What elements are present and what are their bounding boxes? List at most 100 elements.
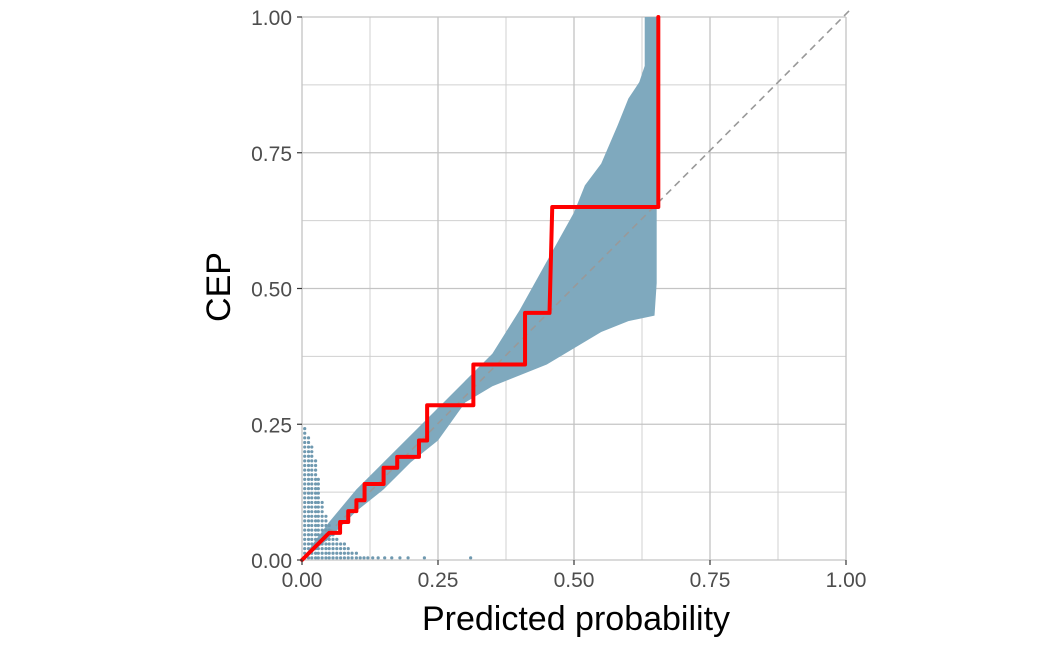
dot (306, 519, 311, 523)
dot (316, 533, 320, 537)
x-tick-label-0: 0.00 (282, 569, 323, 592)
dot-column-14 (354, 551, 358, 560)
band-layer (302, 17, 657, 560)
dot-column-2 (310, 445, 314, 560)
dot (339, 546, 343, 551)
dot-column-11 (342, 542, 347, 560)
dot (303, 454, 307, 458)
dot (320, 556, 324, 560)
dot (342, 551, 347, 555)
dot (306, 510, 311, 514)
dot (310, 500, 314, 505)
dot (306, 459, 311, 463)
dot (314, 482, 318, 486)
dot (316, 523, 320, 528)
dot (342, 546, 347, 551)
dot (306, 496, 311, 500)
dot (310, 496, 314, 500)
dot (310, 468, 314, 472)
dot (314, 477, 318, 481)
dot (314, 505, 318, 509)
dot (303, 486, 307, 491)
dot (310, 454, 314, 458)
dot (303, 482, 307, 486)
dot (327, 546, 331, 551)
dot (316, 556, 320, 560)
dot (320, 523, 324, 528)
dot (303, 440, 307, 445)
dot (303, 463, 307, 468)
dot (327, 537, 331, 541)
dot (346, 556, 350, 560)
dot (320, 510, 324, 514)
dot-column-21 (390, 556, 394, 560)
dot-column-16 (362, 556, 366, 560)
dot (303, 546, 307, 551)
dot (314, 551, 318, 555)
dot (314, 473, 318, 477)
dot (339, 551, 343, 555)
dot-column-9 (335, 537, 339, 560)
dot-column-23 (406, 556, 410, 560)
dot (342, 556, 347, 560)
dot (306, 463, 311, 468)
dot (331, 546, 335, 551)
dot (316, 486, 320, 491)
dot (339, 556, 343, 560)
dot (303, 431, 307, 435)
dot (303, 537, 307, 541)
dot (327, 551, 331, 555)
dot (376, 556, 380, 560)
dot (320, 533, 324, 537)
dot (316, 528, 320, 532)
y-axis-title: CEP (200, 252, 238, 322)
dot (303, 445, 307, 449)
dot (324, 514, 328, 518)
dot (331, 542, 335, 546)
ticks-layer: 0.00 0.25 0.50 0.75 1.00 0.00 0.25 0.50 0.75 1.00 (251, 7, 866, 592)
dot (310, 459, 314, 463)
dot (310, 482, 314, 486)
dot (316, 519, 320, 523)
dot (335, 551, 339, 555)
dot (331, 537, 335, 541)
dot (314, 491, 318, 495)
y-tick-label-4: 1.00 (251, 7, 292, 30)
dot (324, 551, 328, 555)
dot (314, 486, 318, 491)
dot (306, 542, 311, 546)
cep-line-layer (300, 15, 661, 562)
x-tick-label-4: 1.00 (826, 569, 867, 592)
dot (316, 477, 320, 481)
x-tick-label-3: 0.75 (690, 569, 731, 592)
dot (303, 491, 307, 495)
dot (310, 491, 314, 495)
dot (306, 537, 311, 541)
dot (306, 450, 311, 454)
dot (310, 477, 314, 481)
dot (303, 523, 307, 528)
dot-column-3 (314, 459, 318, 560)
dot (306, 491, 311, 495)
dot (303, 473, 307, 477)
dot (303, 468, 307, 472)
dot (303, 459, 307, 463)
dot (314, 496, 318, 500)
dot (306, 454, 311, 458)
dot (320, 551, 324, 555)
dot (390, 556, 394, 560)
dot (310, 528, 314, 532)
dot (303, 533, 307, 537)
dot (327, 542, 331, 546)
dot (316, 491, 320, 495)
dot-column-22 (398, 556, 402, 560)
dot (314, 528, 318, 532)
dot (303, 426, 307, 431)
dot (310, 537, 314, 541)
dot-column-19 (376, 556, 380, 560)
dot (310, 486, 314, 491)
dot (314, 514, 318, 518)
dot (339, 542, 343, 546)
dot (306, 445, 311, 449)
